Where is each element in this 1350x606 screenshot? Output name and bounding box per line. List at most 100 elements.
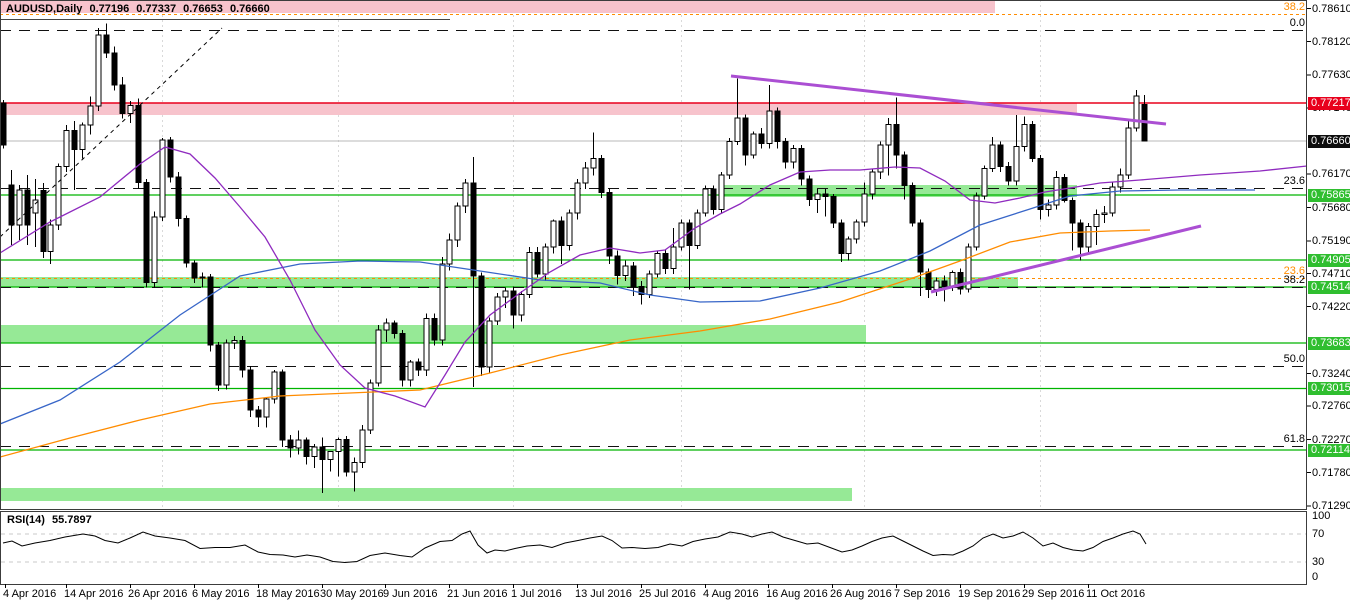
bull-candle <box>1013 146 1020 182</box>
bull-candle <box>678 222 685 248</box>
bull-candle <box>949 272 956 287</box>
trendline-descending[interactable] <box>730 74 1167 126</box>
bear-candle <box>710 188 717 210</box>
ma-blue-line[interactable] <box>0 189 1255 425</box>
bear-candle <box>598 158 605 193</box>
bull-candle <box>423 318 430 371</box>
bull-candle <box>446 239 453 265</box>
bear-candle <box>415 361 422 371</box>
bull-candle <box>223 342 230 386</box>
bull-candle <box>550 220 557 248</box>
rsi-indicator-title: RSI(14) 55.7897 <box>7 514 96 526</box>
bull-candle <box>1045 204 1052 210</box>
bear-candle <box>758 133 765 144</box>
bear-candle <box>1037 158 1044 210</box>
bull-candle <box>63 130 70 167</box>
bull-candle <box>582 167 589 184</box>
support-zone-band[interactable] <box>0 488 852 501</box>
bull-candle <box>359 429 366 463</box>
bear-candle <box>0 102 7 146</box>
bull-candle <box>1109 186 1116 214</box>
bull-candle <box>1093 214 1100 227</box>
bull-candle <box>526 252 533 295</box>
bull-candle <box>766 110 773 144</box>
bear-candle <box>135 105 142 183</box>
bull-candle <box>694 212 701 246</box>
bear-candle <box>917 222 924 273</box>
bull-candle <box>574 182 581 214</box>
bear-candle <box>957 272 964 290</box>
bull-candle <box>566 212 573 246</box>
ma-orange-line[interactable] <box>0 229 1151 458</box>
bull-candle <box>375 329 382 384</box>
bull-candle <box>670 246 677 269</box>
bear-candle <box>614 255 621 276</box>
bear-candle <box>207 276 214 346</box>
bull-candle <box>151 216 158 283</box>
bear-candle <box>319 446 326 460</box>
bull-candle <box>989 144 996 169</box>
fib-diagonal-dashed[interactable] <box>0 27 223 238</box>
bear-candle <box>391 322 398 334</box>
bull-candle <box>159 139 166 218</box>
bear-candle <box>167 139 174 178</box>
bull-candle <box>383 322 390 331</box>
bull-candle <box>877 144 884 173</box>
ma-purple-line[interactable] <box>0 146 1308 408</box>
bear-candle <box>534 252 541 275</box>
bull-candle <box>1133 95 1140 129</box>
bear-candle <box>111 52 118 86</box>
bear-candle <box>606 192 613 257</box>
bear-candle <box>175 176 182 219</box>
bull-candle <box>590 158 597 169</box>
bear-candle <box>909 185 916 224</box>
bull-candle <box>271 371 278 400</box>
trendline-ascending[interactable] <box>930 224 1202 294</box>
bull-candle <box>327 451 334 460</box>
bull-candle <box>1085 226 1092 248</box>
bear-candle <box>997 144 1004 167</box>
bull-candle <box>726 141 733 176</box>
bear-candle <box>431 318 438 341</box>
resistance-zone-band[interactable] <box>0 103 1077 115</box>
bull-candle <box>311 446 318 457</box>
bear-candle <box>774 110 781 142</box>
bull-candle <box>654 253 661 275</box>
bear-candle <box>798 148 805 180</box>
bull-candle <box>845 238 852 254</box>
bear-candle <box>40 190 47 252</box>
bull-candle <box>79 124 86 150</box>
bull-candle <box>454 205 461 241</box>
bear-candle <box>24 189 31 226</box>
rsi-value: 55.7897 <box>51 514 92 526</box>
bear-candle <box>343 439 350 473</box>
bear-candle <box>662 253 669 269</box>
bull-candle <box>965 246 972 290</box>
bull-candle <box>814 193 821 200</box>
bull-candle <box>351 462 358 473</box>
bull-candle <box>16 189 23 226</box>
bull-candle <box>981 168 988 197</box>
bear-candle <box>558 220 565 246</box>
bear-candle <box>247 369 254 411</box>
bear-candle <box>742 117 749 156</box>
resistance-zone-band[interactable] <box>0 0 995 13</box>
bull-candle <box>502 290 509 298</box>
bear-candle <box>303 439 310 457</box>
bull-candle <box>87 105 94 126</box>
bull-candle <box>973 195 980 248</box>
bull-candle <box>95 34 102 107</box>
bull-candle <box>335 439 342 452</box>
main-panel-border <box>0 0 1307 510</box>
bear-candle <box>822 193 829 197</box>
symbol-period-label: AUDUSD,Daily <box>6 3 83 15</box>
bull-candle <box>518 294 525 316</box>
bull-candle <box>646 273 653 295</box>
bear-candle <box>1077 222 1084 248</box>
bear-candle <box>830 196 837 224</box>
bull-candle <box>367 382 374 431</box>
support-zone-band[interactable] <box>0 277 1018 287</box>
bear-candle <box>287 439 294 449</box>
bear-candle <box>510 290 517 316</box>
